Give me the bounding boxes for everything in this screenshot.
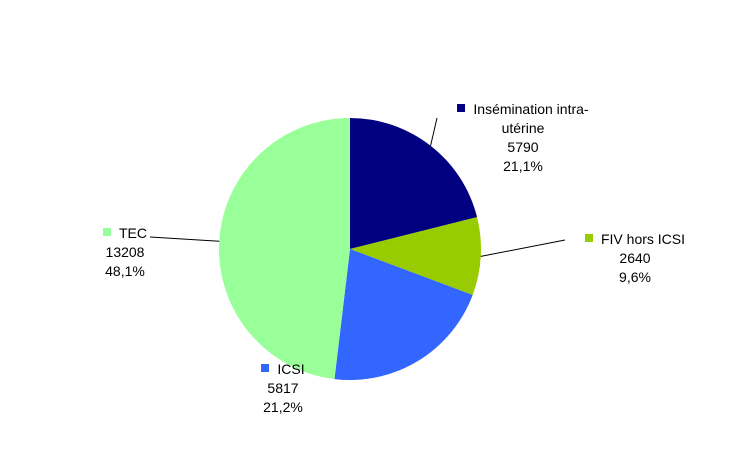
percent-label: 48,1% (105, 263, 145, 279)
value-label: 13208 (105, 244, 145, 260)
leader-line (430, 117, 438, 146)
label-name: FIV hors ICSI (560, 230, 710, 249)
label-name: Insémination intra-utérine (448, 100, 598, 138)
percent-label: 9,6% (619, 269, 651, 285)
pie-slice (350, 217, 481, 295)
value-label: 2640 (619, 250, 651, 266)
leader-line (149, 236, 220, 242)
pie-slice (219, 118, 350, 380)
legend-swatch (261, 364, 270, 372)
data-label: Insémination intra-utérine 5790 21,1% (448, 100, 598, 176)
legend-swatch (457, 104, 466, 112)
data-label: TEC 13208 48,1% (70, 224, 180, 281)
data-label: FIV hors ICSI 2640 9,6% (560, 230, 710, 287)
value-label: 5817 (267, 380, 299, 396)
category-label: FIV hors ICSI (600, 231, 686, 247)
value-label: 5790 (507, 139, 539, 155)
legend-swatch (584, 234, 593, 242)
pie-slice (334, 249, 473, 380)
legend-swatch (103, 228, 111, 236)
label-name: TEC (70, 224, 180, 243)
pie-slice (350, 118, 478, 249)
leader-line (480, 239, 566, 257)
category-label: TEC (119, 225, 147, 241)
category-label: ICSI (277, 361, 305, 377)
percent-label: 21,1% (503, 158, 543, 174)
label-name: ICSI (233, 360, 333, 379)
percent-label: 21,2% (263, 399, 303, 415)
data-label: ICSI 5817 21,2% (233, 360, 333, 417)
category-label: Insémination intra-utérine (473, 101, 589, 136)
